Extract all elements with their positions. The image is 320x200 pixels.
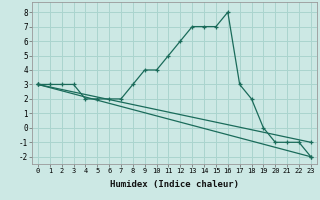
X-axis label: Humidex (Indice chaleur): Humidex (Indice chaleur) [110, 180, 239, 189]
